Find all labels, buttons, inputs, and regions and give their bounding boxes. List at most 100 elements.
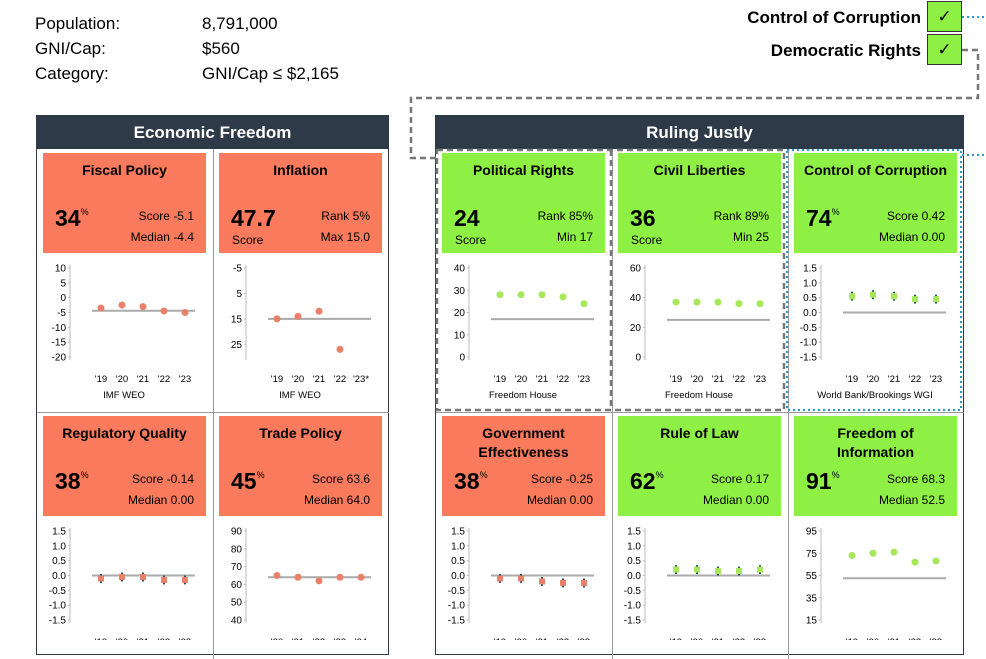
point xyxy=(294,573,302,581)
x-tick-label: '20 xyxy=(116,374,128,385)
x-tick-label: '22 xyxy=(909,637,921,640)
x-tick-label: '19 xyxy=(494,637,506,640)
x-tick-label: '19 xyxy=(670,374,682,385)
stat: Score -5.1 xyxy=(139,209,194,223)
stat-value: 85% xyxy=(568,209,593,223)
stat-label: Median xyxy=(130,230,170,244)
panel-title: Rule of Law xyxy=(660,425,739,441)
stat-label: Median xyxy=(303,493,344,507)
stat-value: 15.0 xyxy=(346,230,370,244)
point xyxy=(315,577,323,585)
headline-value: 36 xyxy=(630,205,656,231)
point xyxy=(273,572,281,579)
point xyxy=(580,300,588,308)
y-tick-label: 0.5 xyxy=(52,556,66,567)
point xyxy=(673,566,679,573)
stat-label: Score xyxy=(886,209,919,223)
y-tick-label: -5 xyxy=(57,308,66,319)
y-tick-label: -0.5 xyxy=(800,323,818,334)
stat: Score -0.14 xyxy=(132,472,194,486)
panel-header: Political Rights 24 Score Rank 85% Min 17 xyxy=(442,153,605,253)
panel-title: Trade Policy xyxy=(259,425,342,441)
y-tick-label: 95 xyxy=(806,527,818,538)
point xyxy=(890,548,898,556)
x-tick-label: '23 xyxy=(578,374,590,385)
y-tick-label: 40 xyxy=(630,293,642,304)
y-tick-label: -0.5 xyxy=(624,586,642,597)
y-tick-label: 5 xyxy=(236,289,242,300)
x-tick-label: '22 xyxy=(557,374,569,385)
point xyxy=(736,568,742,575)
source: World Bank/Brookings WGI xyxy=(817,390,932,401)
y-tick-label: 1.0 xyxy=(451,541,465,552)
stat-value: 64.0 xyxy=(346,493,370,507)
point xyxy=(715,568,721,575)
panel-header: Freedom of Information 91% Score 68.3 Media… xyxy=(794,416,957,516)
y-tick-label: 25 xyxy=(231,340,243,351)
stat-label: Rank xyxy=(537,209,566,223)
point xyxy=(911,558,919,566)
point xyxy=(315,307,323,315)
stat-label: Score xyxy=(886,472,919,486)
info-label: GNI/Cap: xyxy=(35,39,106,58)
x-tick-label: '20 xyxy=(691,374,703,385)
headline-label: Score xyxy=(232,233,264,247)
headline: 47.7 xyxy=(231,205,276,232)
stat: Median 0.00 xyxy=(128,493,194,507)
headline-value: 91 xyxy=(806,468,832,494)
stat: Min 25 xyxy=(733,230,769,244)
panel-header: Civil Liberties 36 Score Rank 89% Min 25 xyxy=(618,153,781,253)
y-tick-label: 1.5 xyxy=(52,527,66,538)
stat-value: 63.6 xyxy=(346,472,370,486)
point xyxy=(848,551,856,559)
headline: 34% xyxy=(55,205,89,232)
stat: Max 15.0 xyxy=(321,230,370,244)
legend-check: ✓ xyxy=(927,1,962,32)
x-tick-label: '19 xyxy=(846,637,858,640)
legend-label: Control of Corruption xyxy=(747,8,921,27)
y-tick-label: 80 xyxy=(231,544,243,555)
y-tick-label: 1.0 xyxy=(627,541,641,552)
stat: Rank 5% xyxy=(321,209,370,223)
panel-header: Fiscal Policy 34% Score -5.1 Median -4.4 xyxy=(43,153,206,253)
info-label: Category: xyxy=(35,64,109,83)
section: Ruling Justly xyxy=(435,115,964,659)
headline: 91% xyxy=(806,468,840,495)
point xyxy=(517,291,525,299)
headline-value: 45 xyxy=(231,468,257,494)
stat-value: 68.3 xyxy=(921,472,945,486)
x-tick-label: '20 xyxy=(867,374,879,385)
headline: 74% xyxy=(806,205,840,232)
headline-label: Score xyxy=(455,233,487,247)
connector xyxy=(409,48,980,160)
point xyxy=(539,578,545,585)
stat-label: Score xyxy=(311,472,344,486)
point xyxy=(160,307,168,315)
point xyxy=(581,579,587,586)
x-tick-label: '24 xyxy=(355,637,367,640)
point xyxy=(870,291,876,298)
y-tick-label: 1.0 xyxy=(803,278,817,289)
source: Freedom House xyxy=(489,390,557,401)
y-tick-label: 70 xyxy=(231,562,243,573)
stat-value: -0.25 xyxy=(565,472,593,486)
stat-label: Score xyxy=(710,472,743,486)
point xyxy=(357,573,365,581)
cell-divider xyxy=(213,149,214,659)
source: Freedom House xyxy=(665,390,733,401)
stat-value: 17 xyxy=(579,230,593,244)
x-tick-label: '23 xyxy=(578,637,590,640)
y-tick-label: 20 xyxy=(630,323,642,334)
legend-label: Democratic Rights xyxy=(770,41,921,60)
x-tick-label: '21 xyxy=(137,374,149,385)
x-tick-label: '21 xyxy=(888,637,900,640)
stat: Rank 85% xyxy=(538,209,593,223)
source: IMF WEO xyxy=(279,390,321,401)
point xyxy=(735,300,743,308)
point xyxy=(559,293,567,301)
stat-label: Median xyxy=(878,230,919,244)
cell-divider xyxy=(37,412,389,413)
y-tick-label: 0.0 xyxy=(803,308,817,319)
y-tick-label: 1.5 xyxy=(627,527,641,538)
stat-value: -0.14 xyxy=(166,472,194,486)
